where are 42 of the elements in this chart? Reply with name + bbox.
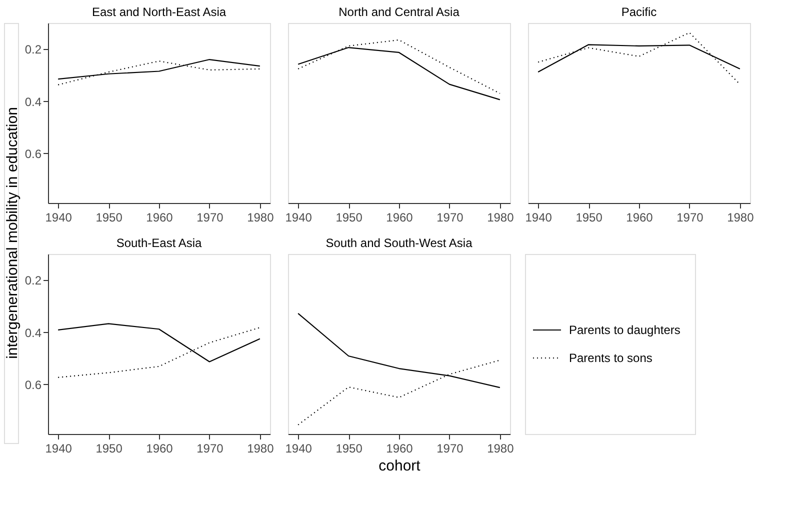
x-tick-label: 1950 (336, 210, 363, 224)
y-tick-label: 0.6 (24, 378, 42, 392)
chart-title: South and South-West Asia (326, 236, 473, 250)
x-tick-label: 1960 (146, 442, 174, 456)
x-tick-label: 1980 (487, 210, 514, 224)
x-tick-label: 1960 (146, 210, 174, 224)
y-tick-label: 0.4 (24, 326, 42, 340)
x-tick-label: 1970 (676, 210, 704, 224)
x-tick-label: 1940 (45, 210, 72, 224)
x-tick-label: 1980 (247, 210, 274, 224)
x-tick-label: 1960 (386, 210, 414, 224)
x-tick-label: 1950 (576, 210, 603, 224)
x-tick-label: 1950 (336, 442, 363, 456)
y-tick-label: 0.6 (24, 146, 42, 161)
x-tick-label: 1970 (196, 210, 224, 224)
chart-title: South-East Asia (116, 236, 202, 250)
x-tick-label: 1980 (727, 210, 754, 224)
x-tick-label: 1940 (285, 442, 312, 456)
x-tick-label: 1960 (626, 210, 654, 224)
chart-title: East and North-East Asia (92, 5, 226, 19)
x-tick-label: 1950 (96, 442, 123, 456)
x-tick-label: 1960 (386, 442, 414, 456)
x-tick-label: 1940 (285, 210, 312, 224)
x-tick-label: 1940 (45, 442, 72, 456)
y-axis-title: intergenerational mobility in education (4, 107, 21, 359)
y-tick-label: 0.2 (24, 42, 42, 57)
y-tick-label: 0.2 (24, 274, 42, 288)
y-tick-label: 0.4 (24, 94, 42, 109)
line-series (58, 60, 260, 86)
x-tick-label: 1970 (196, 442, 224, 456)
chart-title: North and Central Asia (338, 5, 460, 19)
x-tick-label: 1950 (96, 210, 123, 224)
chart-title: Pacific (621, 5, 657, 19)
x-axis-title: cohort (378, 458, 422, 474)
x-tick-label: 1980 (487, 442, 514, 456)
line-series (58, 327, 260, 378)
x-tick-label: 1940 (525, 210, 552, 224)
legend-label: Parents to daughters (569, 323, 680, 337)
x-tick-label: 1970 (436, 210, 464, 224)
legend-label: Parents to sons (569, 351, 652, 365)
x-tick-label: 1970 (436, 442, 464, 456)
x-tick-label: 1980 (247, 442, 274, 456)
